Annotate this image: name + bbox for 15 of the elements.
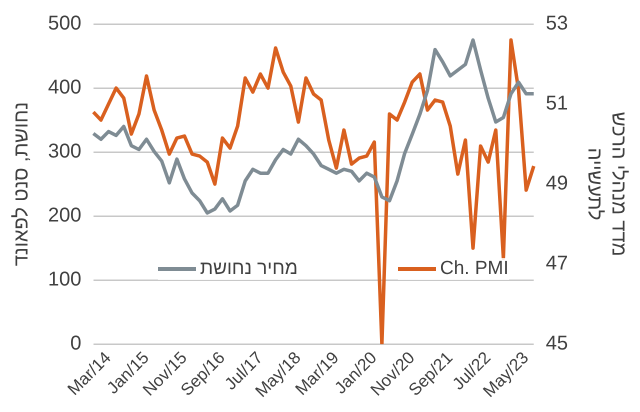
legend-label: מחיר נחושת — [200, 258, 298, 280]
y2-tick-label: 49 — [546, 172, 568, 195]
y-axis-title: נחושת, סנט לפאונד — [10, 102, 33, 266]
legend-label: Ch. PMI — [440, 258, 509, 280]
y2-tick-label: 47 — [546, 252, 568, 275]
y2-tick-label: 53 — [546, 12, 568, 35]
y-tick-label: 200 — [48, 204, 82, 227]
y2-tick-label: 45 — [546, 332, 568, 355]
y-tick-label: 100 — [48, 268, 82, 291]
y2-tick-label: 51 — [546, 92, 568, 115]
y-tick-label: 0 — [70, 332, 82, 355]
y-tick-label: 500 — [48, 12, 82, 35]
y-tick-label: 400 — [48, 76, 82, 99]
y-tick-label: 300 — [48, 140, 82, 163]
y2-axis-title: מדד מנהלי הרכש לתעשייה — [583, 112, 630, 256]
